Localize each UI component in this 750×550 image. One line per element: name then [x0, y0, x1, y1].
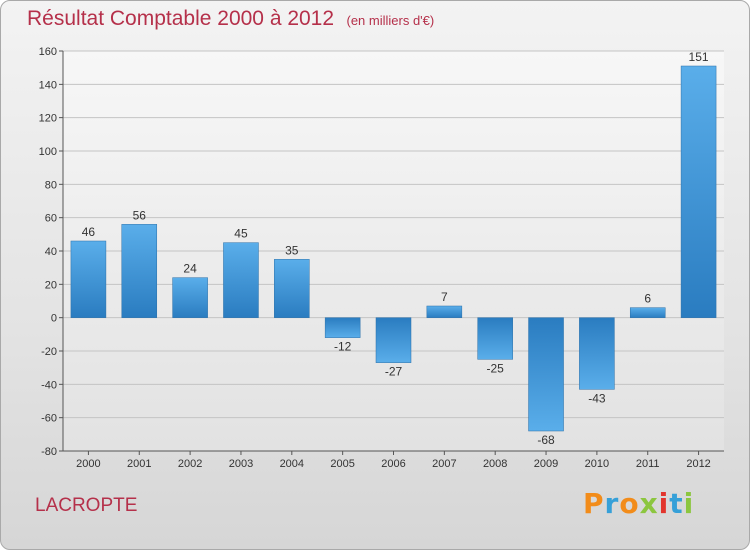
x-tick-label-2012: 2012 [686, 458, 710, 470]
data-label-2001: 56 [133, 208, 147, 222]
data-label-2005: -12 [334, 340, 352, 354]
y-tick-label: -60 [41, 413, 57, 425]
bar-2004 [274, 259, 310, 318]
x-tick-label-2006: 2006 [381, 458, 405, 470]
logo-letter: t [669, 487, 684, 520]
x-tick-label-2009: 2009 [534, 458, 558, 470]
bar-2011 [629, 307, 666, 318]
bar-2007 [426, 305, 463, 318]
data-label-2008: -25 [487, 361, 505, 375]
data-label-2003: 45 [234, 227, 248, 241]
x-tick-label-2008: 2008 [483, 458, 507, 470]
data-label-2006: -27 [385, 365, 403, 379]
x-tick-label-2010: 2010 [585, 458, 609, 470]
y-tick-label: 100 [39, 146, 57, 158]
bar-2001 [121, 224, 158, 318]
bar-2009 [528, 317, 564, 432]
commune-name: LACROPTE [35, 495, 138, 516]
data-label-2004: 35 [285, 243, 299, 257]
x-tick-label-2007: 2007 [432, 458, 456, 470]
y-tick-label: -40 [41, 379, 57, 391]
data-label-2010: -43 [588, 391, 606, 405]
logo-letter: o [619, 487, 640, 520]
y-tick-label: -20 [41, 346, 57, 358]
data-label-2012: 151 [689, 50, 709, 64]
x-tick-label-2001: 2001 [127, 458, 151, 470]
data-label-2007: 7 [441, 290, 448, 304]
bar-2010 [579, 317, 615, 390]
bar-2002 [172, 277, 208, 318]
bar-2012 [680, 65, 717, 318]
y-tick-label: 120 [39, 113, 57, 125]
y-tick-label: 80 [45, 179, 57, 191]
logo-letter: x [639, 487, 659, 520]
data-label-2011: 6 [644, 292, 651, 306]
y-tick-label: 60 [45, 213, 57, 225]
x-tick-label-2003: 2003 [229, 458, 253, 470]
bar-2000 [70, 240, 107, 318]
chart-unit: (en milliers d'€) [346, 13, 435, 28]
bar-2005 [324, 317, 361, 338]
x-tick-label-2005: 2005 [330, 458, 354, 470]
y-tick-label: 40 [45, 246, 57, 258]
y-tick-label: 140 [39, 79, 57, 91]
x-tick-label-2004: 2004 [280, 458, 304, 470]
x-tick-label-2002: 2002 [178, 458, 202, 470]
bar-2008 [477, 317, 513, 360]
chart-title: Résultat Comptable 2000 à 2012 [27, 7, 335, 30]
logo-letter: r [604, 487, 620, 520]
logo-letter: P [583, 487, 605, 520]
data-label-2000: 46 [82, 225, 96, 239]
data-label-2009: -68 [537, 433, 555, 447]
data-label-2002: 24 [183, 262, 197, 276]
bar-2006 [375, 317, 412, 363]
y-tick-label: 0 [51, 313, 57, 325]
y-tick-label: -80 [41, 446, 57, 458]
y-tick-label: 160 [39, 46, 57, 58]
logo-letter: i [683, 487, 695, 520]
x-tick-label-2011: 2011 [636, 458, 660, 470]
bar-2003 [223, 242, 259, 318]
logo-letter: i [658, 487, 670, 520]
proxiti-logo: Proxiti [583, 487, 694, 520]
title-row: Résultat Comptable 2000 à 2012 (en milli… [27, 7, 434, 31]
y-tick-label: 20 [45, 279, 57, 291]
x-tick-label-2000: 2000 [76, 458, 100, 470]
